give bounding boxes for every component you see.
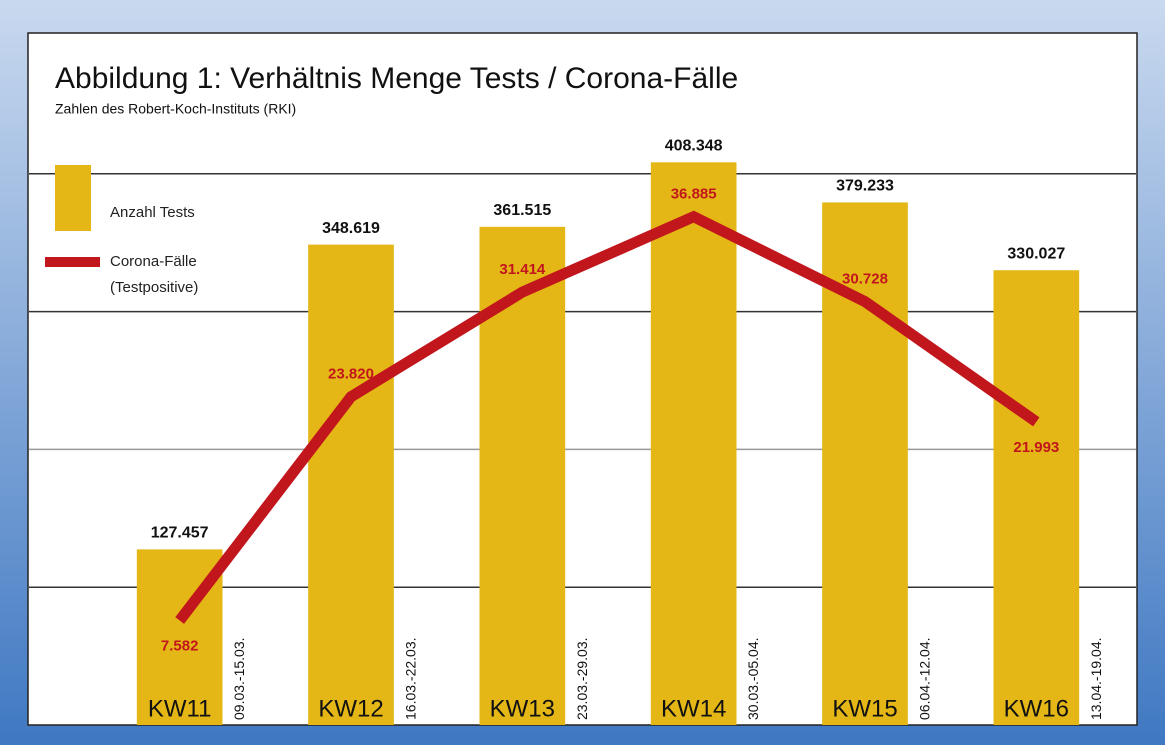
bar: [993, 270, 1080, 725]
bar-value-label: 127.457: [151, 525, 209, 542]
x-tick-label: KW13: [490, 695, 555, 722]
bar-value-label: 348.619: [322, 220, 380, 237]
line-value-label: 30.728: [842, 271, 888, 288]
date-label: 23.03.-29.03.: [574, 637, 590, 720]
date-label: 16.03.-22.03.: [403, 637, 419, 720]
bar-value-label: 330.027: [1007, 245, 1065, 262]
chart-subtitle: Zahlen des Robert-Koch-Instituts (RKI): [55, 101, 296, 117]
bar-value-label: 408.348: [665, 138, 723, 155]
x-tick-label: KW11: [148, 695, 212, 722]
date-label: 06.04.-12.04.: [917, 637, 933, 720]
date-label: 09.03.-15.03.: [231, 637, 247, 720]
x-tick-label: KW15: [832, 695, 897, 722]
x-tick-label: KW12: [318, 695, 383, 722]
line-value-label: 21.993: [1013, 439, 1059, 456]
bar-value-label: 379.233: [836, 178, 894, 195]
legend-label: Corona-Fälle (Testpositive): [110, 253, 198, 296]
chart-title: Abbildung 1: Verhältnis Menge Tests / Co…: [55, 62, 738, 95]
line-value-label: 23.820: [328, 366, 374, 383]
date-label: 30.03.-05.04.: [745, 637, 761, 720]
legend-swatch: [55, 165, 91, 231]
bar: [308, 244, 394, 725]
bar: [479, 226, 566, 725]
line-value-label: 36.885: [671, 186, 717, 203]
line-series: [175, 210, 1040, 624]
date-label: 13.04.-19.04.: [1088, 637, 1104, 720]
x-tick-label: KW16: [1004, 695, 1069, 722]
legend-label: Anzahl Tests: [110, 204, 195, 221]
bar: [650, 162, 737, 726]
line-value-label: 31.414: [499, 261, 546, 278]
bar-value-label: 361.515: [493, 202, 551, 219]
x-tick-label: KW14: [661, 695, 726, 722]
line-value-label: 7.582: [161, 637, 199, 654]
